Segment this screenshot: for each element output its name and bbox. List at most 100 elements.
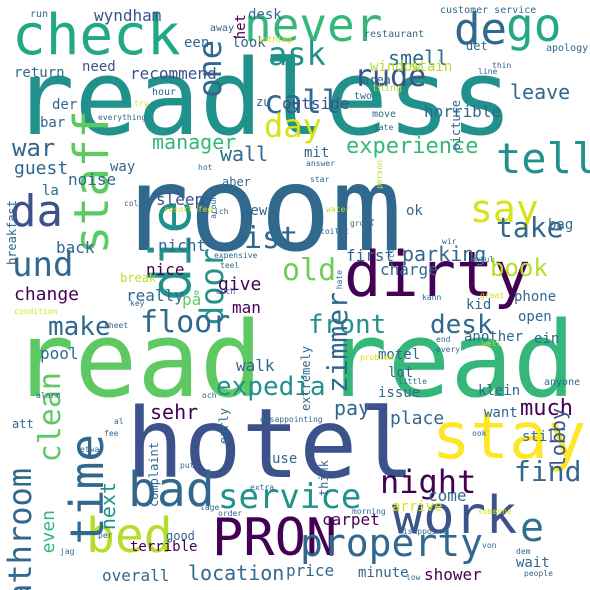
cloud-word: old (282, 253, 337, 288)
cloud-word: recommend (130, 64, 217, 83)
cloud-word: move (372, 109, 397, 120)
cloud-word: sehr (150, 400, 199, 424)
cloud-word: wait (516, 555, 550, 571)
cloud-word: service (218, 477, 362, 517)
cloud-word: manager (152, 130, 237, 154)
cloud-word: ok (406, 203, 423, 219)
cloud-word: first (346, 246, 395, 265)
cloud-word: nicht (158, 236, 207, 255)
cloud-word: zu (256, 95, 271, 109)
cloud-word: late (374, 123, 394, 132)
cloud-word: find (514, 455, 582, 488)
cloud-word: people (524, 569, 553, 578)
cloud-word: ook (472, 429, 487, 438)
cloud-word: away (210, 23, 235, 34)
cloud-word: bag (548, 217, 574, 233)
cloud-word: customer service (440, 5, 537, 16)
cloud-word: room (118, 140, 403, 278)
cloud-word: och (202, 391, 217, 400)
cloud-word: fee (104, 429, 119, 438)
cloud-word: next (96, 482, 120, 531)
cloud-word: man (232, 298, 261, 317)
cloud-word: person (375, 160, 384, 189)
cloud-word: hotel (126, 388, 415, 500)
cloud-word: hour (152, 87, 177, 98)
cloud-word: day (264, 107, 322, 145)
cloud-word: try (134, 99, 149, 108)
cloud-word: poor (359, 188, 375, 222)
cloud-word: area (362, 73, 391, 87)
cloud-word: outside (282, 94, 350, 113)
cloud-word: expedia (216, 372, 326, 402)
cloud-word: two (354, 91, 373, 102)
cloud-word: cold (124, 199, 144, 208)
cloud-word: auch (216, 287, 236, 296)
cloud-word: read (12, 299, 263, 421)
cloud-word: und (12, 245, 74, 285)
cloud-word: end (436, 335, 451, 344)
cloud-word: bad (128, 462, 215, 518)
cloud-word: resort fee (164, 205, 213, 214)
cloud-word: walk (236, 356, 275, 375)
cloud-word: give (218, 274, 262, 295)
cloud-word: sleep (156, 190, 205, 209)
cloud-word: call (264, 83, 342, 121)
cloud-word: another (464, 329, 524, 345)
cloud-word: dem (516, 547, 531, 556)
cloud-word: readless (12, 37, 513, 159)
cloud-word: stain (410, 59, 453, 75)
cloud-word: issue (378, 385, 421, 401)
cloud-word: look (232, 35, 266, 51)
cloud-word: floor (140, 305, 231, 340)
cloud-word: early (217, 408, 231, 445)
cloud-word: hate (335, 270, 344, 290)
cloud-word: ist (244, 221, 299, 256)
cloud-word: bed (86, 508, 173, 564)
cloud-word: ask (268, 35, 326, 73)
cloud-word: take (496, 211, 564, 244)
cloud-word: restaurant (364, 29, 425, 40)
cloud-word: desk (248, 7, 282, 23)
cloud-word: e (520, 505, 545, 551)
cloud-word: lage (200, 503, 220, 512)
cloud-word: alarm (36, 391, 61, 400)
cloud-word: change (14, 284, 80, 305)
cloud-word: location (188, 561, 285, 585)
cloud-word: leave (510, 80, 571, 104)
cloud-word: horrible (424, 102, 502, 121)
cloud-word: war (12, 134, 56, 162)
cloud-word: complaint (147, 442, 161, 508)
cloud-word: nothing (258, 35, 292, 44)
cloud-word: star (310, 175, 330, 184)
cloud-word: terrible (130, 539, 198, 555)
cloud-word: new (242, 203, 268, 219)
cloud-word: nice (146, 260, 185, 279)
cloud-word: bar (40, 115, 66, 131)
cloud-word: wall (220, 142, 269, 166)
cloud-word: apology (546, 43, 589, 54)
cloud-word: make (48, 312, 111, 342)
cloud-word: da (10, 186, 63, 237)
cloud-word: condition (14, 307, 58, 316)
cloud-word: etwa (80, 445, 100, 454)
cloud-word: toilet (320, 227, 349, 236)
cloud-word: experience (346, 134, 479, 159)
cloud-word: carpet (322, 510, 380, 529)
cloud-word: every (436, 345, 461, 354)
cloud-word: ein (534, 331, 560, 347)
cloud-word: low (406, 573, 421, 582)
cloud-word: von (482, 541, 497, 550)
cloud-word: disappointing (260, 415, 323, 424)
cloud-word: really (126, 286, 184, 305)
cloud-word: break (120, 271, 157, 285)
cloud-word: gross (350, 219, 375, 228)
cloud-word: go (506, 0, 562, 52)
cloud-word: smell (388, 46, 449, 70)
cloud-word: night (380, 463, 477, 501)
cloud-word: kann (422, 293, 442, 302)
cloud-word: parking (402, 242, 487, 266)
cloud-word: way (110, 159, 136, 175)
cloud-word: jag (60, 547, 75, 556)
cloud-word: problem (360, 353, 394, 362)
